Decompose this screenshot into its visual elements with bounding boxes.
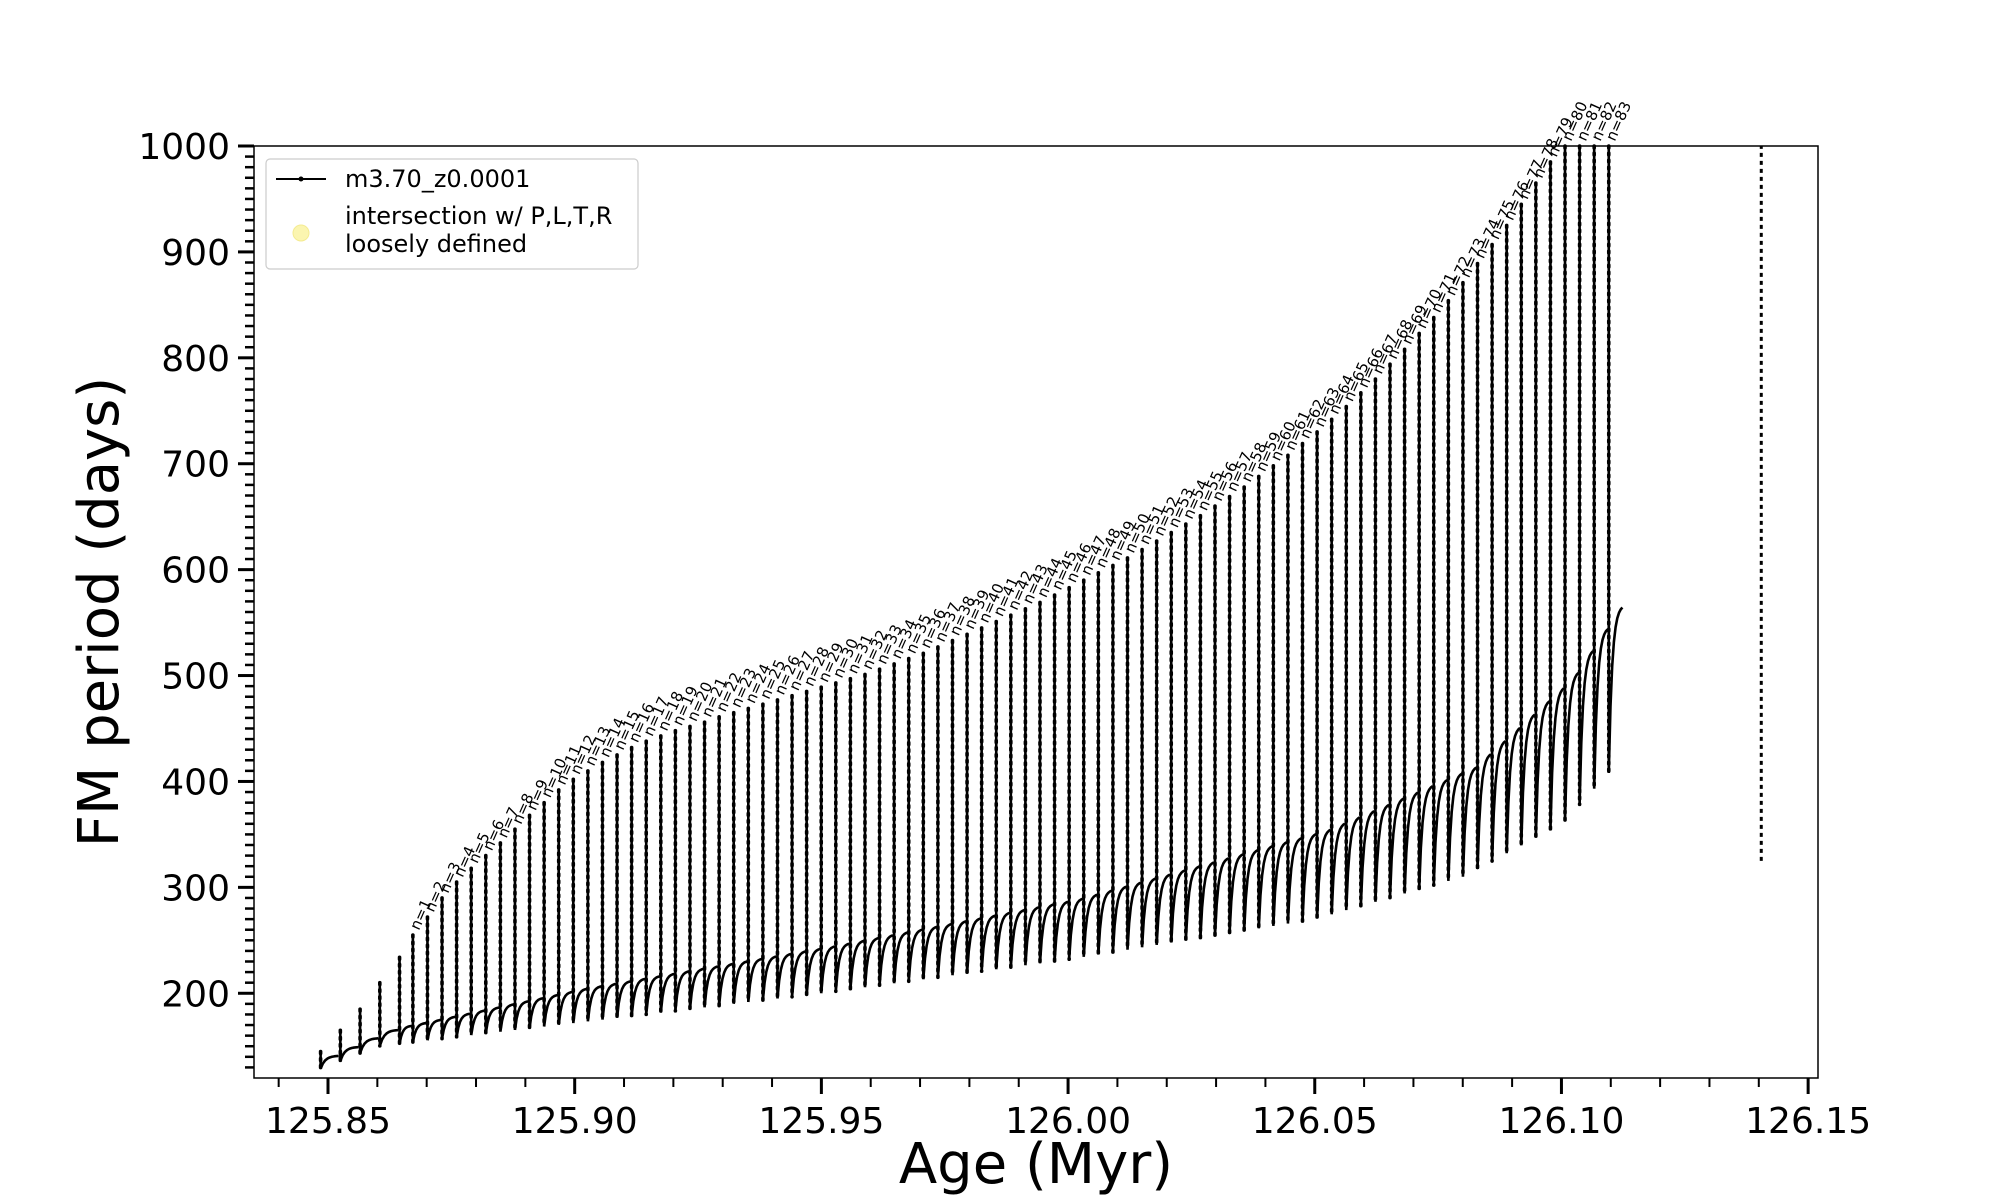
legend-intersection-label-line1: intersection w/ P,L,T,R bbox=[345, 202, 612, 230]
legend-frame bbox=[265, 158, 639, 270]
y-axis-label: FM period (days) bbox=[67, 377, 132, 847]
x-tick-label: 126.10 bbox=[1498, 1101, 1624, 1142]
x-tick-label: 125.85 bbox=[265, 1101, 391, 1142]
y-tick-label: 600 bbox=[161, 551, 230, 592]
y-tick-label: 300 bbox=[161, 868, 230, 909]
x-tick-label: 126.15 bbox=[1745, 1101, 1871, 1142]
x-tick-label: 125.95 bbox=[758, 1101, 884, 1142]
y-tick-label: 400 bbox=[161, 762, 230, 803]
x-axis-label: Age (Myr) bbox=[899, 1132, 1173, 1197]
y-tick-label: 500 bbox=[161, 657, 230, 698]
y-tick-label: 800 bbox=[161, 339, 230, 380]
legend-series-label: m3.70_z0.0001 bbox=[345, 165, 530, 193]
axes: 125.85 125.90 125.95 126.00 126.05 126.10 126.… bbox=[138, 127, 1871, 1142]
data-layer bbox=[318, 144, 1763, 1071]
y-tick-label: 700 bbox=[161, 445, 230, 486]
x-tick-label: 126.05 bbox=[1252, 1101, 1378, 1142]
y-tick-label: 200 bbox=[161, 974, 230, 1015]
x-tick-label: 125.90 bbox=[512, 1101, 638, 1142]
legend-intersection-marker bbox=[292, 224, 310, 242]
legend-intersection-label-line2: loosely defined bbox=[345, 230, 527, 258]
legend-dot-marker bbox=[298, 176, 304, 182]
y-tick-label: 900 bbox=[161, 233, 230, 274]
x-tick-label: 126.00 bbox=[1005, 1101, 1131, 1142]
legend: m3.70_z0.0001 intersection w/ P,L,T,R lo… bbox=[265, 158, 639, 270]
y-tick-label: 1000 bbox=[138, 127, 230, 168]
